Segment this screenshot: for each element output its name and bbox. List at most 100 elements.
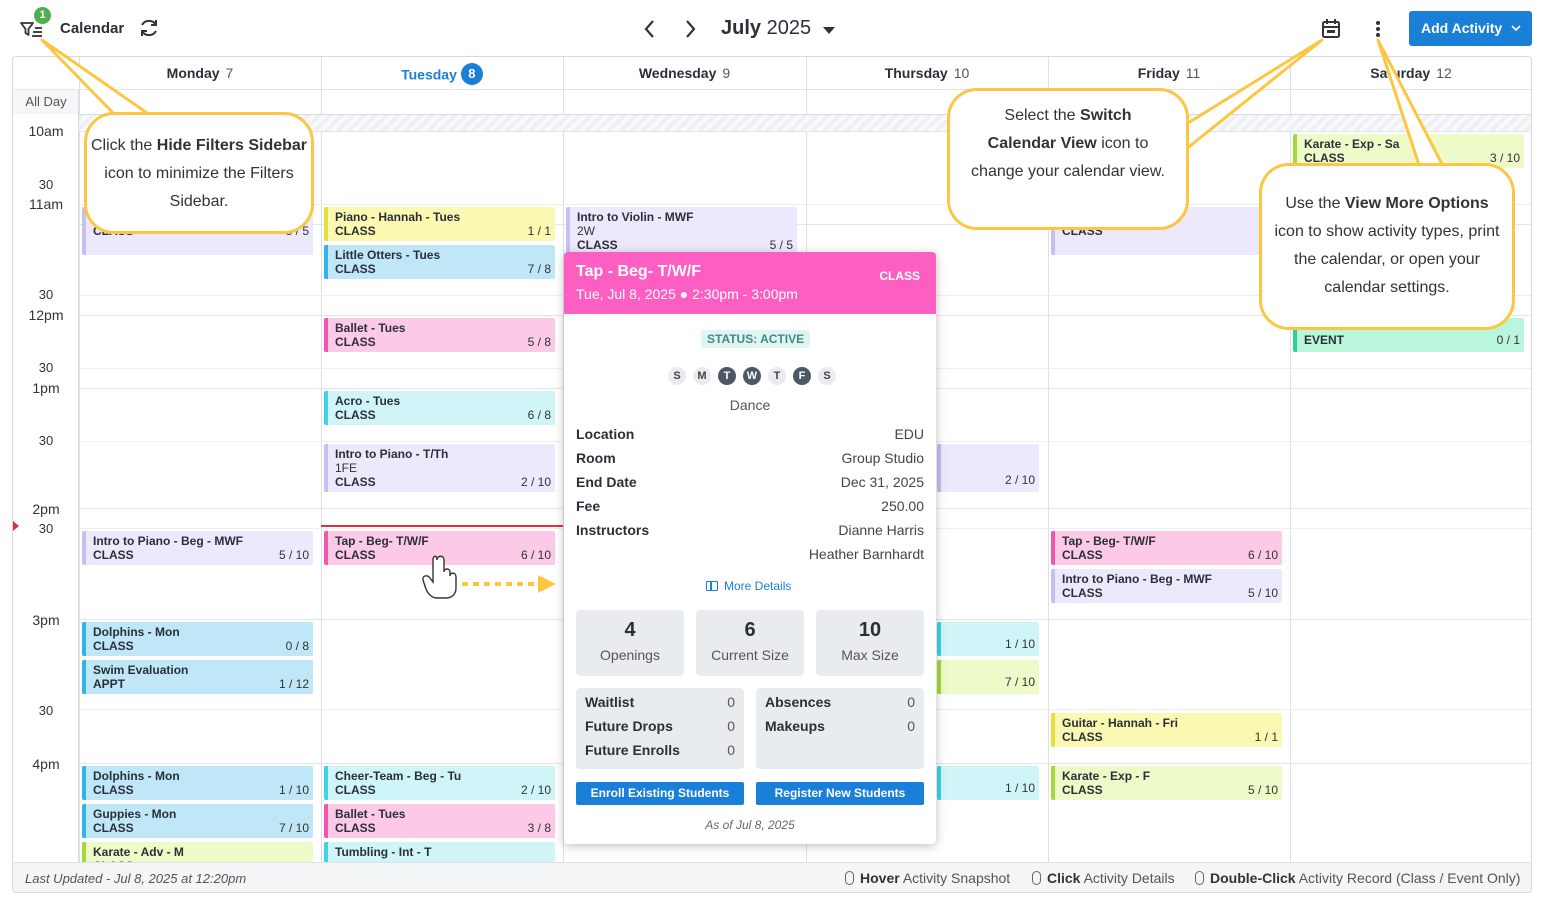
calendar-event[interactable]: 7 / 10 [937,660,1039,694]
day-name: Tuesday [401,66,457,83]
caret-down-icon[interactable] [819,20,839,40]
day-column-divider [79,57,80,862]
calendar-event[interactable]: 1 / 10 [937,622,1039,656]
calendar-event[interactable]: 2 / 10 [937,444,1039,492]
day-number: 12 [1436,65,1452,81]
calendar-event[interactable]: Karate - Adv - MCLASS [82,842,313,864]
detail-value: Group Studio [841,450,925,466]
day-header-friday[interactable]: Friday 11 [1048,57,1290,90]
event-title: Ballet - Tues [335,807,406,821]
chevron-left-icon[interactable] [638,16,662,42]
calendar-event[interactable]: Little Otters - Tues CLASS 7 / 8 [324,245,555,279]
calendar-event[interactable]: Piano - Hannah - Tues CLASS 1 / 1 [324,207,555,241]
time-label: 30 [38,177,54,192]
more-vertical-icon[interactable] [1366,16,1390,42]
refresh-icon[interactable] [137,16,161,40]
event-enrollment: 6 / 10 [520,548,551,562]
calendar-event[interactable]: Dolphins - Mon CLASS 1 / 10 [82,766,313,800]
event-title: Tumbling - Int - T [335,845,432,859]
register-new-students-button[interactable]: Register New Students [756,782,924,805]
click-hint: Click Activity Details [1032,870,1175,886]
calendar-event[interactable]: Tumbling - Int - T [324,842,555,864]
event-title: Karate - Exp - F [1062,769,1151,783]
calendar-event[interactable]: Intro to Violin - MWF 2W CLASS 5 / 5 [566,207,797,255]
event-type: CLASS [335,783,376,797]
calendar-event[interactable]: Karate - Exp - F CLASS 5 / 10 [1051,766,1282,800]
popover-header: Tap - Beg- T/W/F Tue, Jul 8, 2025 ● 2:30… [564,252,936,314]
day-header-thursday[interactable]: Thursday 10 [806,57,1048,90]
day-header-monday[interactable]: Monday 7 [79,57,321,90]
calendar-event[interactable]: Swim Evaluation APPT 1 / 12 [82,660,313,694]
day-number: 9 [722,65,731,81]
event-title: Piano - Hannah - Tues [335,210,461,224]
detail-value: 250.00 [881,498,924,514]
calendar-event[interactable]: Guitar - Hannah - Fri CLASS 1 / 1 [1051,713,1282,747]
all-day-divider [79,114,1531,115]
event-enrollment: 5 / 8 [527,335,551,349]
day-header-wednesday[interactable]: Wednesday 9 [563,57,806,90]
calendar-event[interactable]: Tap - Beg- T/W/F CLASS 6 / 10 [324,531,555,565]
event-type: CLASS [1062,783,1103,797]
calendar-event[interactable]: 1 / 10 [937,766,1039,800]
time-slot-divider [79,204,1531,205]
event-type: EVENT [1304,333,1345,347]
day-name: Monday [166,65,220,81]
filters-callout: Click the Hide Filters Sidebar icon to m… [84,112,314,234]
calendar-event[interactable]: Guppies - Mon CLASS 7 / 10 [82,804,313,838]
event-code: 2W [577,224,595,238]
month-year-label[interactable]: July 2025 [721,17,811,40]
day-header-saturday[interactable]: Saturday 12 [1290,57,1531,90]
calendar-event[interactable]: Acro - Tues CLASS 6 / 8 [324,391,555,425]
event-title: Dolphins - Mon [93,625,180,639]
enroll-existing-students-button[interactable]: Enroll Existing Students [576,782,744,805]
day-chip: M [693,367,711,385]
day-chip: F [793,367,811,385]
event-enrollment: 1 / 10 [1004,637,1035,651]
event-enrollment: 5 / 10 [1247,586,1278,600]
calendar-event[interactable]: Intro to Piano - Beg - MWF CLASS 5 / 10 [82,531,313,565]
event-type: CLASS [335,475,376,489]
calendar-event[interactable]: Ballet - Tues CLASS 3 / 8 [324,804,555,838]
status-badge: STATUS: ACTIVE [701,330,811,348]
calendar-event[interactable]: Intro to Piano - Beg - MWF CLASS 5 / 10 [1051,569,1282,603]
enrollment-changes: Waitlist 0 Future Drops 0 Future Enrolls 0 [576,688,744,769]
add-activity-button[interactable]: Add Activity [1409,11,1532,46]
popover-date-time: Tue, Jul 8, 2025 ● 2:30pm - 3:00pm [576,286,798,302]
calendar-event[interactable]: Ballet - Tues CLASS 5 / 8 [324,318,555,352]
calendar-event[interactable]: Cheer-Team - Beg - Tu CLASS 2 / 10 [324,766,555,800]
time-slot-divider [79,224,1531,225]
time-label: 30 [38,433,54,448]
more-options-callout: Use the View More Options icon to show a… [1259,163,1515,330]
filter-icon[interactable] [16,14,46,44]
chevron-right-icon[interactable] [678,16,702,42]
calendar-event[interactable]: Dolphins - Mon CLASS 0 / 8 [82,622,313,656]
calendar-icon[interactable] [1318,16,1344,42]
day-header-tuesday[interactable]: Tuesday 8 [321,57,563,90]
panel-icon [706,581,718,591]
day-number: 10 [953,65,970,81]
event-enrollment: 2 / 10 [520,783,551,797]
more-details-link[interactable]: More Details [706,579,791,593]
event-title: Tap - Beg- T/W/F [335,534,429,548]
event-title: Intro to Piano - T/Th [335,447,449,461]
all-day-label: All Day [13,90,79,114]
year: 2025 [766,17,812,39]
time-label: 3pm [32,612,60,628]
event-enrollment: 7 / 10 [1004,675,1035,689]
calendar-event[interactable]: Intro to Piano - T/Th 1FE CLASS 2 / 10 [324,444,555,492]
event-title: Cheer-Team - Beg - Tu [335,769,462,783]
day-number: 7 [225,65,234,81]
openings-stat: 4 Openings [576,610,684,676]
event-type: CLASS [577,238,618,252]
current-time-marker [13,521,19,531]
current-size-stat: 6 Current Size [696,610,804,676]
calendar-event[interactable]: Tap - Beg- T/W/F CLASS 6 / 10 [1051,531,1282,565]
time-label: 30 [38,360,54,375]
month-name: July [721,17,762,39]
double-click-hint: Double-Click Activity Record (Class / Ev… [1195,870,1520,886]
page-title: Calendar [60,20,125,37]
event-type: CLASS [93,821,134,835]
event-title: Guppies - Mon [93,807,177,821]
chevron-down-icon [1511,25,1521,32]
